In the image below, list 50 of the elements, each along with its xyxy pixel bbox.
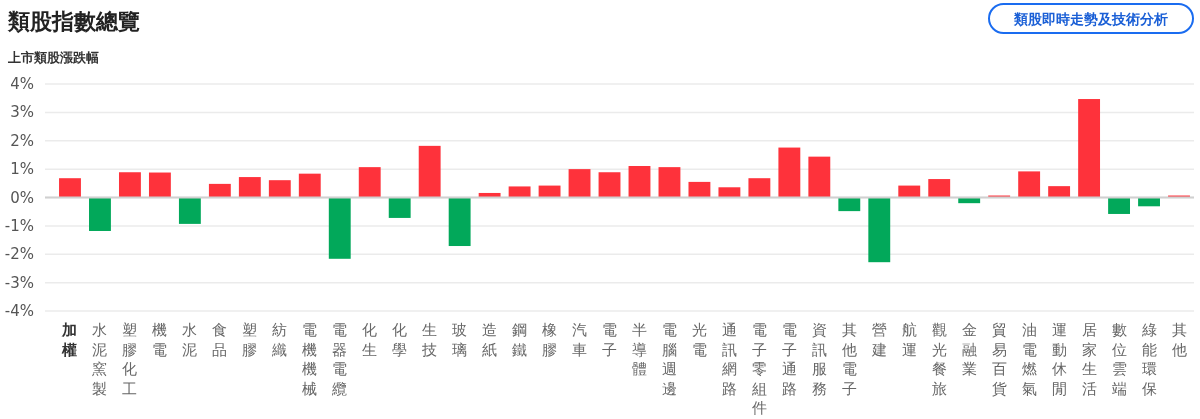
x-tick-label: 橡膠: [542, 321, 558, 359]
x-tick-label: 玻璃: [452, 321, 468, 359]
y-axis-title: 上市類股漲跌幅: [7, 50, 99, 65]
y-tick-label: 1%: [10, 160, 34, 179]
x-tick-label: 光電: [691, 321, 707, 359]
x-tick-label: 資訊服務: [811, 321, 827, 398]
x-tick-label: 塑膠: [242, 321, 258, 359]
chart-title: 類股指數總覽: [7, 9, 140, 34]
x-tick-label: 食品: [212, 321, 228, 359]
y-tick-label: 4%: [10, 75, 34, 93]
y-tick-label: -1%: [4, 216, 34, 235]
x-tick-label: 化學: [392, 321, 408, 359]
x-tick-label: 半導體: [631, 321, 647, 379]
x-tick-label: 機電: [152, 321, 168, 359]
x-tick-label: 紡織: [271, 321, 288, 359]
x-tick-label: 電腦週邊: [661, 321, 677, 398]
x-tick-label: 營建: [870, 321, 887, 359]
x-tick-label: 其他: [1171, 321, 1187, 359]
x-tick-label: 電子通路: [781, 321, 797, 398]
y-tick-label: 0%: [10, 188, 34, 207]
x-tick-label: 金融業: [961, 321, 977, 379]
x-tick-label: 加權: [61, 321, 78, 359]
x-tick-label: 數位雲端: [1111, 321, 1127, 398]
x-tick-label: 運動休閒: [1051, 321, 1067, 398]
y-tick-label: -4%: [4, 302, 34, 320]
x-tick-label: 通訊網路: [720, 321, 737, 398]
x-tick-label: 航運: [901, 321, 917, 359]
x-tick-label: 電器電纜: [331, 321, 348, 398]
x-tick-label: 電子零組件: [750, 321, 767, 418]
x-tick-label: 塑膠化工: [122, 321, 138, 398]
x-tick-label: 觀光餐旅: [931, 321, 947, 398]
y-tick-label: -3%: [4, 273, 34, 292]
y-tick-label: 3%: [10, 103, 34, 122]
x-tick-label: 居家生活: [1081, 321, 1097, 398]
x-tick-label: 鋼鐵: [512, 321, 528, 359]
x-tick-label: 其他電子: [841, 321, 857, 398]
x-tick-label: 造紙: [482, 321, 498, 359]
x-tick-label: 化生: [362, 321, 378, 359]
x-tick-label: 電機機械: [302, 321, 318, 398]
text: 類股即時走勢及技術分析: [1013, 11, 1168, 27]
y-tick-label: 2%: [10, 131, 34, 150]
x-tick-label: 生技: [421, 321, 438, 359]
x-tick-label: 貿易百貨: [991, 321, 1007, 398]
x-tick-label: 水泥窯製: [92, 321, 108, 398]
x-tick-label: 電子: [602, 321, 618, 359]
x-tick-label: 油電燃氣: [1021, 321, 1037, 398]
x-tick-label: 汽車: [572, 321, 588, 359]
y-tick-label: -2%: [4, 245, 34, 264]
x-tick-label: 綠能環保: [1140, 321, 1157, 398]
x-tick-label: 水泥: [182, 321, 198, 359]
